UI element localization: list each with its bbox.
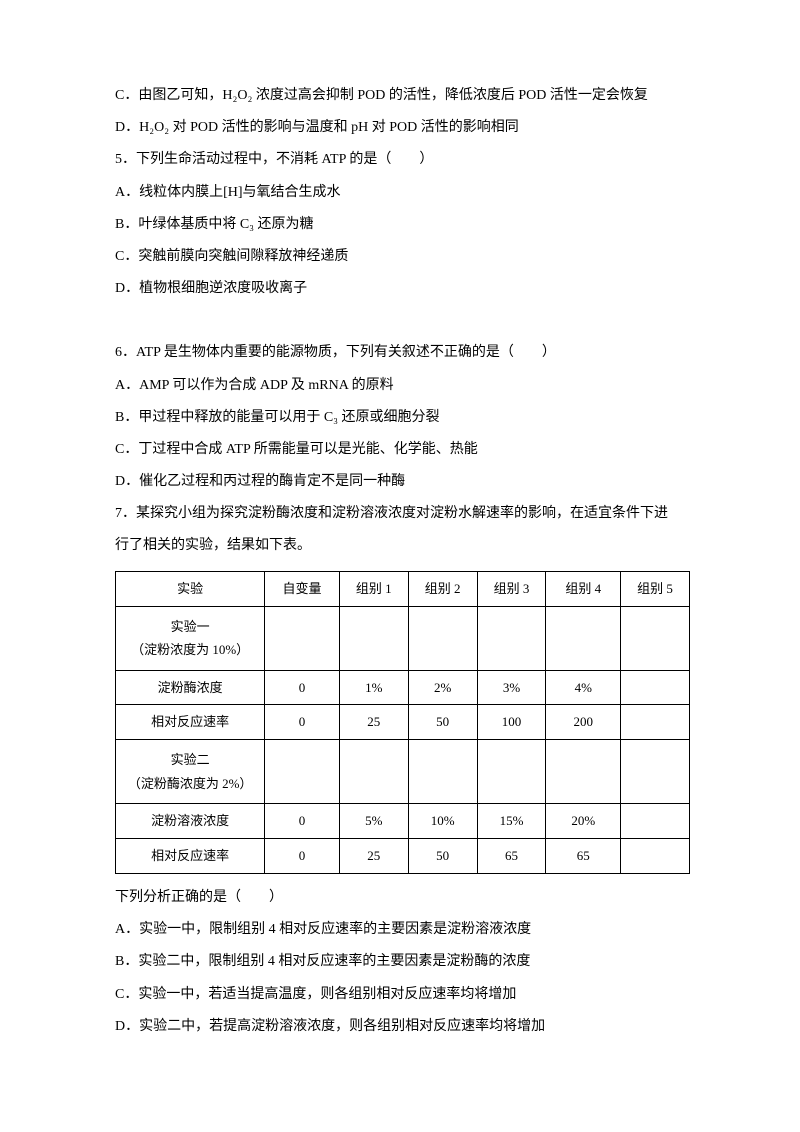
cell xyxy=(339,606,408,670)
cell: 3% xyxy=(477,670,546,705)
cell: 淀粉酶浓度 xyxy=(116,670,265,705)
cell: 0 xyxy=(265,839,340,874)
cell: 0 xyxy=(265,804,340,839)
cell xyxy=(339,740,408,804)
exp2-row2: 相对反应速率 0 25 50 65 65 xyxy=(116,839,690,874)
experiment-table: 实验 自变量 组别 1 组别 2 组别 3 组别 4 组别 5 实验一（淀粉浓度… xyxy=(115,571,690,874)
q7-option-c: C．实验一中，若适当提高温度，则各组别相对反应速率均将增加 xyxy=(115,979,690,1011)
q7-option-b: B．实验二中，限制组别 4 相对反应速率的主要因素是淀粉酶的浓度 xyxy=(115,946,690,978)
cell xyxy=(621,740,690,804)
th-experiment: 实验 xyxy=(116,571,265,606)
cell: 相对反应速率 xyxy=(116,839,265,874)
exp2-row1: 淀粉溶液浓度 0 5% 10% 15% 20% xyxy=(116,804,690,839)
q7-option-d: D．实验二中，若提高淀粉溶液浓度，则各组别相对反应速率均将增加 xyxy=(115,1011,690,1043)
cell: 65 xyxy=(477,839,546,874)
th-variable: 自变量 xyxy=(265,571,340,606)
th-group2: 组别 2 xyxy=(408,571,477,606)
cell xyxy=(621,839,690,874)
cell: 4% xyxy=(546,670,621,705)
question-7a: 7．某探究小组为探究淀粉酶浓度和淀粉溶液浓度对淀粉水解速率的影响，在适宜条件下进 xyxy=(115,498,690,530)
cell: 25 xyxy=(339,839,408,874)
cell xyxy=(477,606,546,670)
exp1-title-row: 实验一（淀粉浓度为 10%） xyxy=(116,606,690,670)
cell: 50 xyxy=(408,839,477,874)
cell xyxy=(621,606,690,670)
cell: 2% xyxy=(408,670,477,705)
q6-option-c: C．丁过程中合成 ATP 所需能量可以是光能、化学能、热能 xyxy=(115,434,690,466)
cell xyxy=(265,740,340,804)
cell xyxy=(546,606,621,670)
cell xyxy=(621,670,690,705)
q6-option-b: B．甲过程中释放的能量可以用于 C₃ 还原或细胞分裂 xyxy=(115,402,690,434)
q5-option-c: C．突触前膜向突触间隙释放神经递质 xyxy=(115,241,690,273)
cell: 25 xyxy=(339,705,408,740)
question-6: 6．ATP 是生物体内重要的能源物质，下列有关叙述不正确的是（ ） xyxy=(115,337,690,369)
question-5: 5．下列生命活动过程中，不消耗 ATP 的是（ ） xyxy=(115,144,690,176)
exp1-row1: 淀粉酶浓度 0 1% 2% 3% 4% xyxy=(116,670,690,705)
cell: 0 xyxy=(265,670,340,705)
q5-option-b: B．叶绿体基质中将 C₃ 还原为糖 xyxy=(115,209,690,241)
th-group1: 组别 1 xyxy=(339,571,408,606)
exp1-title: 实验一（淀粉浓度为 10%） xyxy=(116,606,265,670)
exp2-title: 实验二（淀粉酶浓度为 2%） xyxy=(116,740,265,804)
q7-prompt: 下列分析正确的是（ ） xyxy=(115,882,690,914)
table-header-row: 实验 自变量 组别 1 组别 2 组别 3 组别 4 组别 5 xyxy=(116,571,690,606)
cell xyxy=(265,606,340,670)
cell: 1% xyxy=(339,670,408,705)
cell: 相对反应速率 xyxy=(116,705,265,740)
cell xyxy=(408,740,477,804)
q5-option-a: A．线粒体内膜上[H]与氧结合生成水 xyxy=(115,177,690,209)
cell: 50 xyxy=(408,705,477,740)
cell: 15% xyxy=(477,804,546,839)
exp2-title-row: 实验二（淀粉酶浓度为 2%） xyxy=(116,740,690,804)
cell: 100 xyxy=(477,705,546,740)
exp1-row2: 相对反应速率 0 25 50 100 200 xyxy=(116,705,690,740)
option-c: C．由图乙可知，H₂O₂ 浓度过高会抑制 POD 的活性，降低浓度后 POD 活… xyxy=(115,80,690,112)
th-group4: 组别 4 xyxy=(546,571,621,606)
cell xyxy=(477,740,546,804)
q6-option-d: D．催化乙过程和丙过程的酶肯定不是同一种酶 xyxy=(115,466,690,498)
question-7b: 行了相关的实验，结果如下表。 xyxy=(115,530,690,562)
th-group3: 组别 3 xyxy=(477,571,546,606)
cell xyxy=(621,705,690,740)
cell: 淀粉溶液浓度 xyxy=(116,804,265,839)
spacer xyxy=(115,305,690,337)
cell: 20% xyxy=(546,804,621,839)
cell xyxy=(621,804,690,839)
q6-option-a: A．AMP 可以作为合成 ADP 及 mRNA 的原料 xyxy=(115,370,690,402)
option-d: D．H₂O₂ 对 POD 活性的影响与温度和 pH 对 POD 活性的影响相同 xyxy=(115,112,690,144)
q7-option-a: A．实验一中，限制组别 4 相对反应速率的主要因素是淀粉溶液浓度 xyxy=(115,914,690,946)
cell xyxy=(546,740,621,804)
th-group5: 组别 5 xyxy=(621,571,690,606)
cell: 0 xyxy=(265,705,340,740)
cell: 200 xyxy=(546,705,621,740)
cell: 5% xyxy=(339,804,408,839)
cell: 65 xyxy=(546,839,621,874)
cell xyxy=(408,606,477,670)
q5-option-d: D．植物根细胞逆浓度吸收离子 xyxy=(115,273,690,305)
cell: 10% xyxy=(408,804,477,839)
